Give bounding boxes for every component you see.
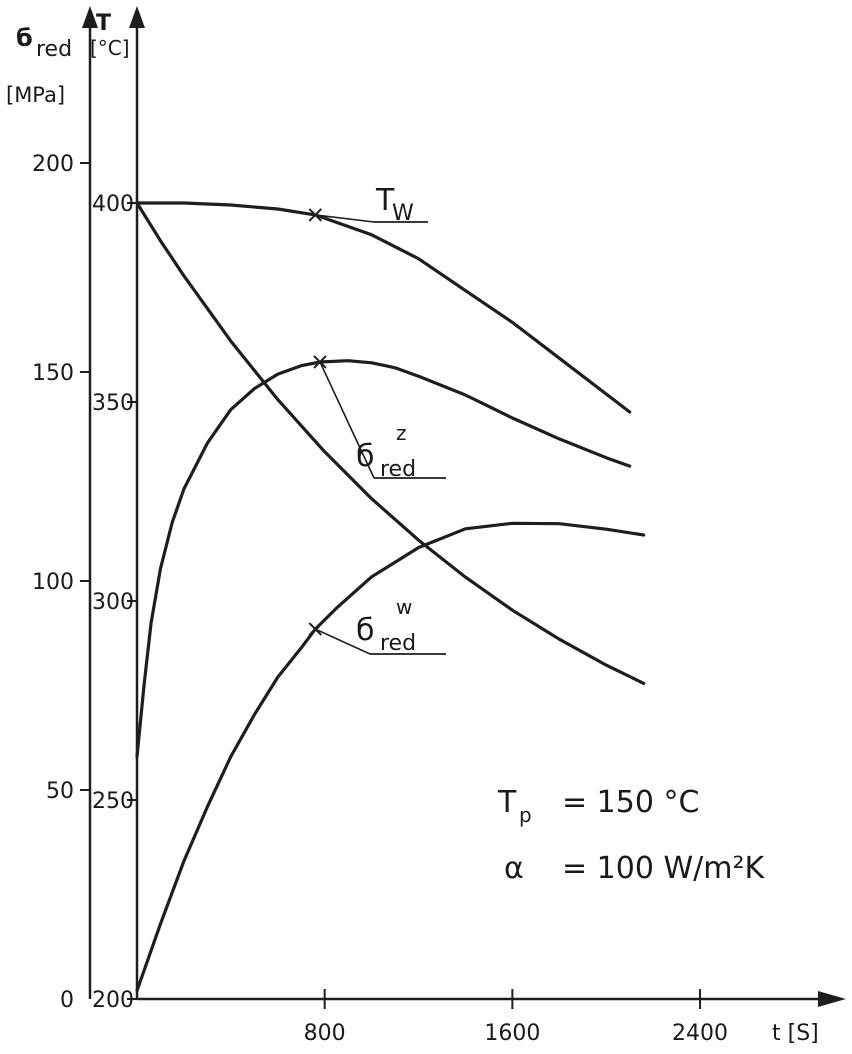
series-label-1: б (356, 439, 375, 474)
svg-text:= 150 °C: = 150 °C (562, 785, 699, 820)
series-label-sub-0: W (392, 201, 414, 226)
stress-tick-label-150: 150 (32, 361, 74, 386)
temp-tick-label-350: 350 (92, 391, 134, 416)
y-temp-unit: [°C] (90, 36, 130, 60)
svg-text:p: p (519, 803, 532, 827)
stress-tick-label-200: 200 (32, 152, 74, 177)
axes (82, 6, 846, 1007)
time-tick-label-800: 800 (304, 1021, 346, 1046)
temp-axis-arrow (129, 6, 145, 28)
temp-tick-label-300: 300 (92, 590, 134, 615)
time-tick-label-2400: 2400 (672, 1021, 728, 1046)
y-temp-symbol: T (96, 11, 111, 36)
series-line-2 (135, 521, 646, 993)
series-label-sup-2: w (396, 595, 412, 619)
temp-tick-label-400: 400 (92, 192, 134, 217)
time-axis-arrow (818, 991, 846, 1007)
series-label-sub-1: red (380, 457, 416, 482)
stress-tick-label-100: 100 (32, 570, 74, 595)
svg-text:α: α (504, 851, 524, 886)
y-stress-symbol: б (16, 24, 33, 52)
stress-axis-arrow (82, 6, 98, 28)
series-line-0 (135, 201, 632, 414)
y-stress-subscript: red (36, 37, 72, 62)
leader-line-2 (314, 628, 371, 655)
series-label-sub-2: red (380, 631, 416, 656)
condition-heat-transfer: α = 100 W/m²K (504, 851, 765, 886)
stress-tick-label-0: 0 (60, 988, 74, 1013)
svg-text:= 100 W/m²K: = 100 W/m²K (562, 851, 765, 886)
leader-line-0 (315, 214, 375, 223)
series-line-3 (135, 201, 646, 685)
series-label-0: T (375, 183, 395, 218)
temp-tick-label-200: 200 (92, 988, 134, 1013)
series-label-2: б (356, 613, 375, 648)
stress-tick-label-50: 50 (46, 779, 74, 804)
svg-text:T: T (497, 785, 517, 820)
x-axis-label: t [S] (772, 1021, 819, 1046)
temp-tick-label-250: 250 (92, 789, 134, 814)
condition-temperature: T p = 150 °C (497, 785, 699, 827)
time-tick-label-1600: 1600 (484, 1021, 540, 1046)
tick-marks: 0 50 100 150 200 200 250 300 350 400 800 1600 2400 (32, 152, 728, 1046)
series-label-sup-1: z (396, 421, 407, 445)
y-stress-unit: [MPa] (6, 83, 65, 107)
leader-line-1 (319, 361, 375, 479)
series-line-1 (135, 359, 632, 759)
